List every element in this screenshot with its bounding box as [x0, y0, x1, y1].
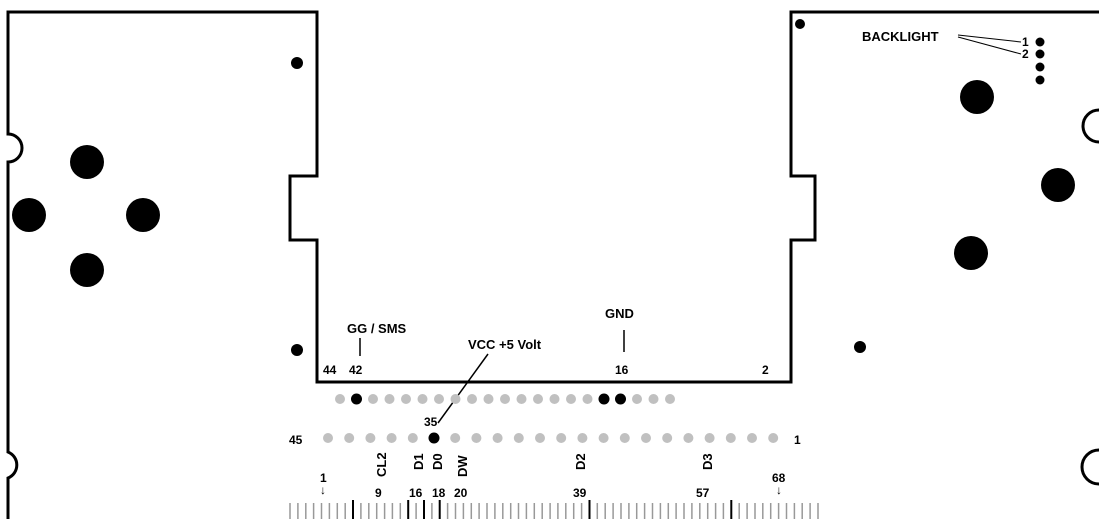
mount-hole — [854, 341, 866, 353]
inactive-pin — [335, 394, 345, 404]
active-pin — [351, 393, 362, 405]
inactive-pin — [648, 394, 659, 404]
inactive-pin — [450, 394, 461, 404]
inactive-pin — [768, 433, 779, 443]
inactive-pin — [513, 433, 524, 443]
ruler-ticks — [289, 500, 819, 519]
scale-label-57: 57 — [696, 486, 710, 500]
backlight-pin — [1035, 37, 1045, 47]
inactive-pin — [407, 433, 418, 443]
backlight-pin2-label: 2 — [1022, 47, 1029, 61]
inactive-pin — [467, 394, 477, 404]
inactive-pin — [450, 433, 461, 443]
inactive-pin — [662, 433, 673, 443]
pin-number-44: 44 — [323, 363, 337, 377]
pin-number-42: 42 — [349, 363, 363, 377]
inactive-pin — [384, 394, 395, 404]
scale-label-68: 68 — [772, 471, 786, 485]
pin-number-45: 45 — [289, 433, 303, 447]
inactive-pin — [549, 394, 560, 404]
backlight-leader-2 — [957, 36, 1022, 55]
inactive-pin — [344, 433, 355, 443]
inactive-pin — [725, 433, 736, 443]
scale-label-9: 9 — [375, 486, 382, 500]
signal-d0: D0 — [430, 453, 445, 470]
inactive-pin — [619, 433, 630, 443]
backlight-pin — [1035, 49, 1045, 59]
scale-label-39: 39 — [573, 486, 587, 500]
backlight-leader-1 — [957, 34, 1022, 43]
signal-d1: D1 — [411, 453, 426, 470]
bottom-pin-row — [323, 432, 779, 444]
inactive-pin — [577, 433, 588, 443]
button-hole — [960, 80, 994, 114]
inactive-pin — [683, 433, 694, 443]
button-hole — [954, 236, 988, 270]
active-pin — [428, 432, 440, 444]
top-pin-row — [335, 393, 675, 405]
inactive-pin — [632, 394, 642, 404]
inactive-pin — [323, 433, 333, 443]
inactive-pin — [641, 433, 651, 443]
backlight-pin1-label: 1 — [1022, 35, 1029, 49]
button-hole — [1041, 168, 1075, 202]
mount-hole — [291, 57, 303, 69]
inactive-pin — [704, 433, 715, 443]
active-pin — [598, 393, 610, 405]
inactive-pin — [598, 433, 609, 443]
pin-number-35: 35 — [424, 415, 438, 429]
mount-hole — [795, 19, 805, 29]
right-board-edge-notch-top — [1081, 108, 1099, 144]
vcc-leader — [437, 353, 489, 424]
pin-number-16: 16 — [615, 363, 629, 377]
inactive-pin — [516, 394, 527, 404]
scale-label-16: 16 — [409, 486, 423, 500]
pin-number-1: 1 — [794, 433, 801, 447]
inactive-pin — [665, 394, 675, 404]
scale-label-20: 20 — [454, 486, 468, 500]
gg-sms-label: GG / SMS — [347, 321, 407, 336]
signal-cl2: CL2 — [374, 452, 389, 477]
signal-d3: D3 — [700, 453, 715, 470]
inactive-pin — [582, 394, 593, 404]
right-board-edge-notch-bottom — [1080, 448, 1099, 486]
dpad-left-hole — [12, 198, 46, 232]
inactive-pin — [556, 433, 567, 443]
inactive-pin — [533, 394, 543, 404]
inactive-pin — [401, 394, 411, 404]
inactive-pin — [368, 394, 378, 404]
backlight-label: BACKLIGHT — [862, 29, 939, 44]
inactive-pin — [535, 433, 545, 443]
inactive-pin — [386, 433, 397, 443]
inactive-pin — [500, 394, 510, 404]
scale-label-18: 18 — [432, 486, 446, 500]
signal-dw: DW — [455, 455, 470, 477]
active-pin — [615, 393, 626, 405]
gnd-label: GND — [605, 306, 634, 321]
dpad-right-hole — [126, 198, 160, 232]
inactive-pin — [492, 433, 503, 443]
inactive-pin — [483, 394, 494, 404]
inactive-pin — [365, 433, 376, 443]
left-board-outline — [6, 10, 1099, 519]
inactive-pin — [471, 433, 482, 443]
inactive-pin — [417, 394, 428, 404]
inactive-pin — [747, 433, 757, 443]
pin-number-2: 2 — [762, 363, 769, 377]
signal-d2: D2 — [573, 453, 588, 470]
scale-arrow-1: ↓ — [320, 483, 326, 497]
inactive-pin — [434, 394, 444, 404]
scale-arrow-68: ↓ — [776, 483, 782, 497]
vcc-label: VCC +5 Volt — [468, 337, 542, 352]
backlight-pin — [1035, 75, 1045, 85]
dpad-down-hole — [70, 253, 104, 287]
scale-label-1: 1 — [320, 471, 327, 485]
inactive-pin — [566, 394, 576, 404]
backlight-pin — [1035, 62, 1045, 72]
mount-hole — [291, 344, 303, 356]
dpad-up-hole — [70, 145, 104, 179]
